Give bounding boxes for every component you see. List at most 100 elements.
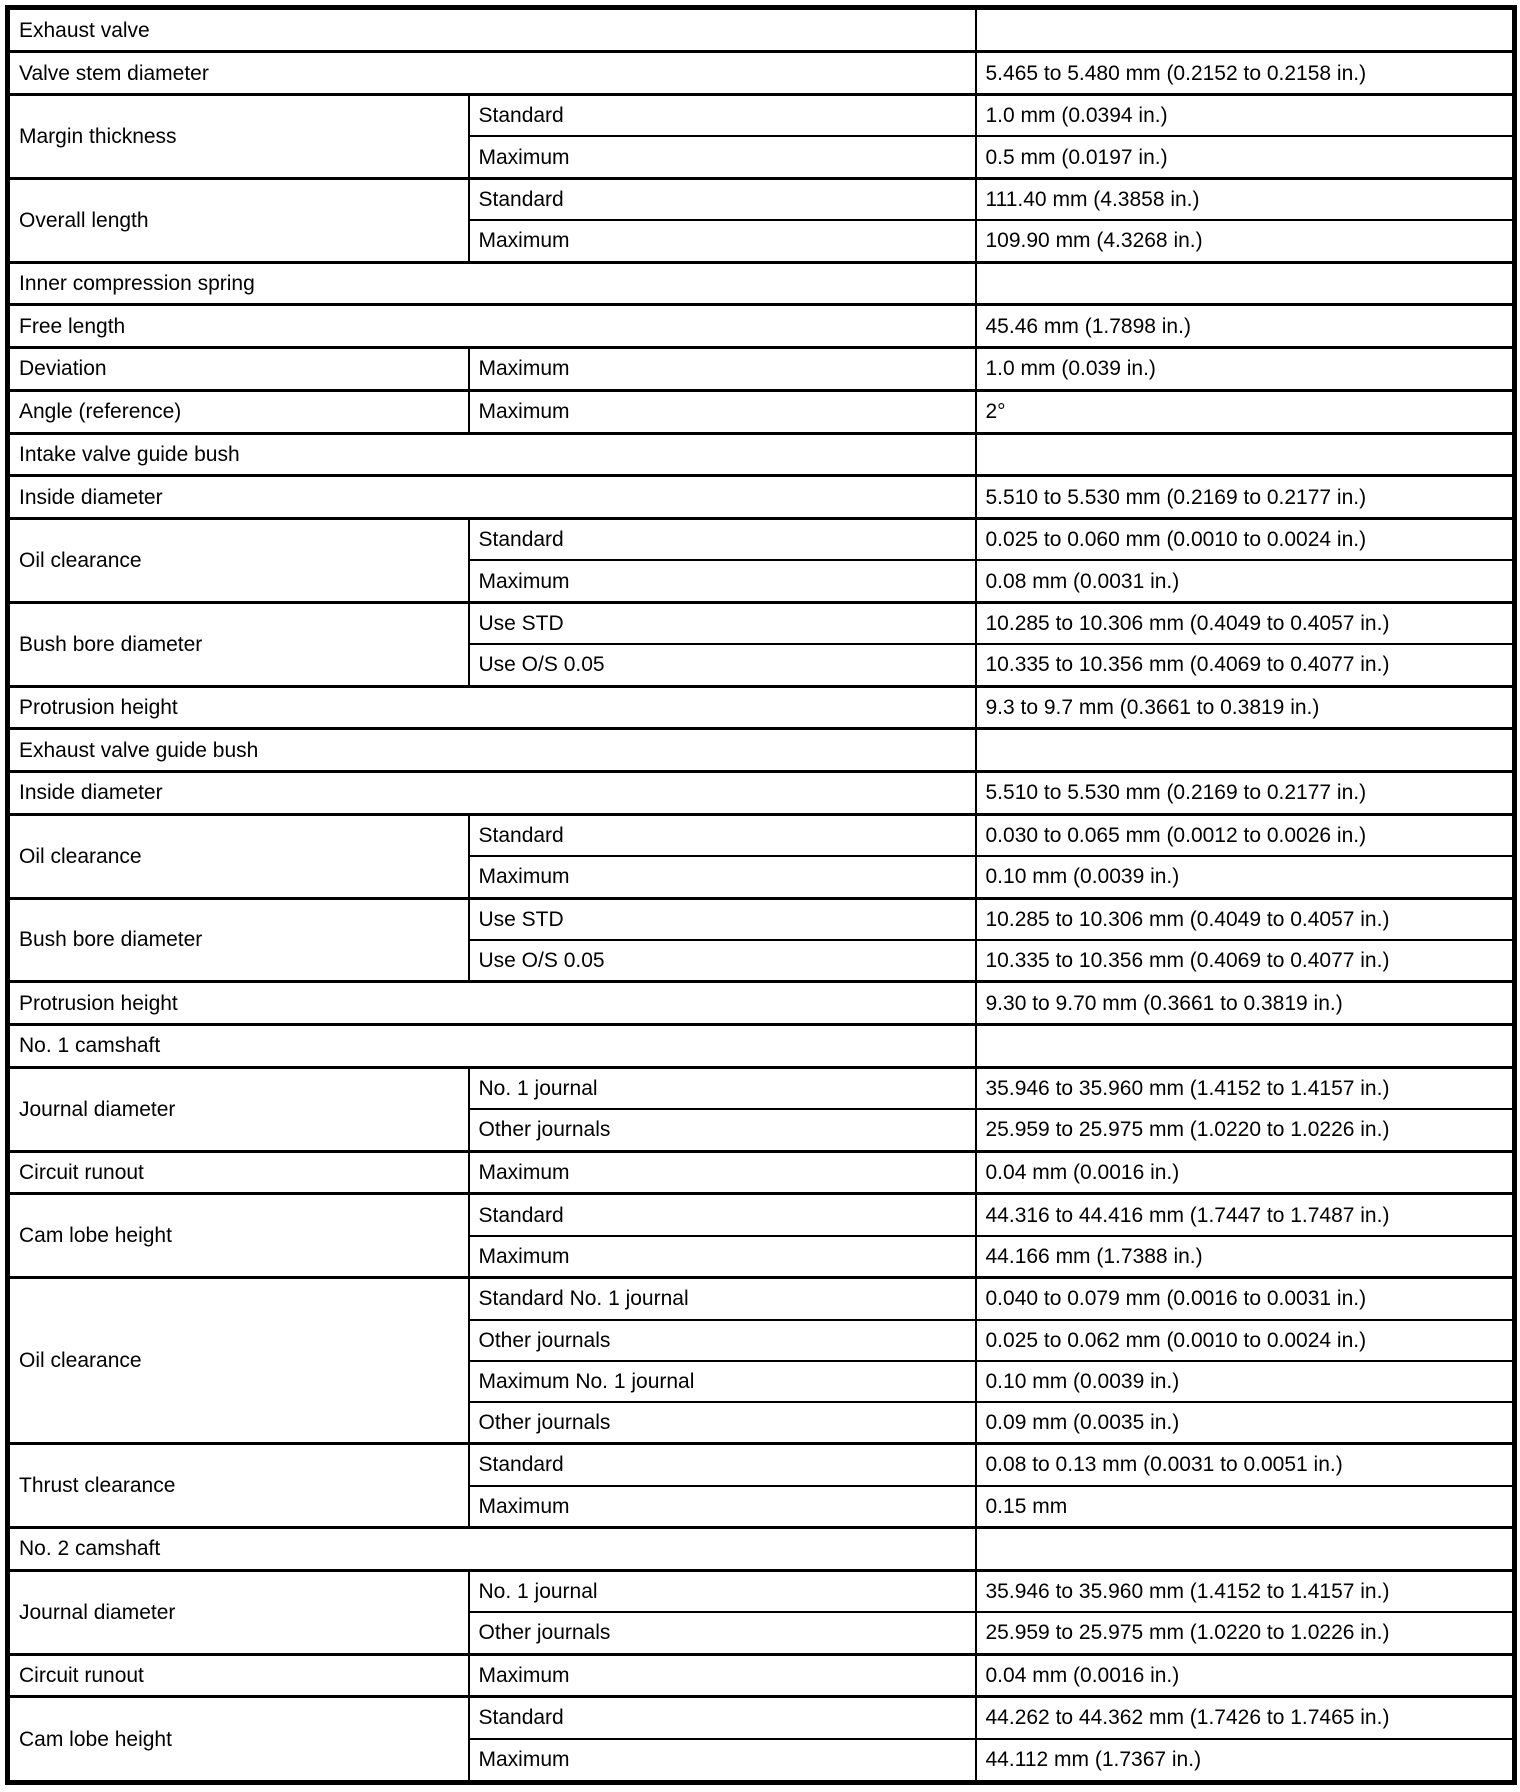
section-header-cell: No. 1 camshaft <box>6 1023 976 1068</box>
value-cell: 5.510 to 5.530 mm (0.2169 to 0.2177 in.) <box>974 474 1515 519</box>
parameter-cell: Journal diameter <box>6 1065 469 1152</box>
parameter-cell: Journal diameter <box>6 1568 469 1655</box>
table-row: Exhaust valve <box>6 5 1515 52</box>
table-row: Circuit runout Maximum 0.04 mm (0.0016 in.… <box>6 1652 1515 1697</box>
section-header-cell: No. 2 camshaft <box>6 1525 976 1571</box>
value-cell: 5.510 to 5.530 mm (0.2169 to 0.2177 in.) <box>974 770 1515 815</box>
table-row: Maximum 0.5 mm (0.0197 in.) <box>8 135 1515 179</box>
value-cell: 35.946 to 35.960 mm (1.4152 to 1.4157 in… <box>974 1568 1515 1613</box>
value-cell: 44.112 mm (1.7367 in.) <box>974 1737 1515 1783</box>
parameter-cell: Angle (reference) <box>6 388 469 434</box>
specifications-table: Exhaust valve Valve stem diameter 5.465 to… <box>5 5 1517 1785</box>
table-row: Valve stem diameter 5.465 to 5.480 mm (0.… <box>6 50 1515 95</box>
condition-cell: Maximum <box>467 135 976 179</box>
table-row: Circuit runout Maximum 0.04 mm (0.0016 in.… <box>6 1149 1515 1194</box>
parameter-cell: Cam lobe height <box>6 1695 469 1783</box>
section-header-cell: Intake valve guide bush <box>6 431 976 476</box>
table-row: Bush bore diameter Use STD 10.285 to 10.30… <box>6 896 1515 982</box>
value-cell: 1.0 mm (0.0394 in.) <box>974 93 1515 137</box>
table-row: Angle (reference) Maximum 2° <box>6 388 1515 434</box>
parameter-cell: Bush bore diameter <box>6 600 469 687</box>
condition-cell: Maximum <box>467 559 976 603</box>
table-row: Inside diameter 5.510 to 5.530 mm (0.2169… <box>6 770 1515 815</box>
value-cell: 44.166 mm (1.7388 in.) <box>974 1234 1515 1278</box>
table-row: No. 2 camshaft <box>6 1525 1515 1571</box>
parameter-cell: Circuit runout <box>6 1149 469 1194</box>
value-cell: 45.46 mm (1.7898 in.) <box>974 303 1515 348</box>
parameter-cell: Overall length <box>6 176 469 263</box>
value-cell: 0.025 to 0.060 mm (0.0010 to 0.0024 in.) <box>974 517 1515 561</box>
parameter-cell: Inside diameter <box>6 474 976 519</box>
empty-cell <box>974 431 1515 476</box>
condition-cell: Maximum No. 1 journal <box>467 1359 976 1402</box>
condition-cell: Other journals <box>467 1108 976 1152</box>
empty-cell <box>974 1525 1515 1571</box>
condition-cell: Use O/S 0.05 <box>467 939 976 982</box>
condition-cell: No. 1 journal <box>467 1568 976 1613</box>
table-row: Protrusion height 9.3 to 9.7 mm (0.3661 t… <box>6 684 1515 729</box>
table-row: Oil clearance Standard 0.030 to 0.065 mm (… <box>6 812 1515 899</box>
value-cell: 111.40 mm (4.3858 in.) <box>974 176 1515 221</box>
table-row: Thrust clearance Standard 0.08 to 0.13 mm … <box>6 1442 1515 1528</box>
parameter-cell: Valve stem diameter <box>6 50 976 95</box>
value-cell: 0.5 mm (0.0197 in.) <box>974 135 1515 179</box>
parameter-cell: Free length <box>6 303 976 348</box>
condition-cell: Standard <box>467 1192 976 1236</box>
parameter-cell: Oil clearance <box>6 1276 469 1444</box>
table-row: Intake valve guide bush <box>6 431 1515 476</box>
table-row: Other journals 0.09 mm (0.0035 in.) <box>8 1400 1515 1444</box>
table-row: Cam lobe height Standard 44.316 to 44.416 … <box>6 1192 1515 1278</box>
condition-cell: Maximum <box>467 855 976 899</box>
parameter-cell: Oil clearance <box>6 517 469 603</box>
condition-cell: Other journals <box>467 1318 976 1361</box>
value-cell: 10.285 to 10.306 mm (0.4049 to 0.4057 in… <box>974 600 1515 645</box>
condition-cell: Standard No. 1 journal <box>467 1276 976 1320</box>
condition-cell: Standard <box>467 93 976 137</box>
condition-cell: Maximum <box>467 1149 976 1194</box>
table-row: Overall length Standard 111.40 mm (4.3858 … <box>6 176 1515 263</box>
table-row: Maximum 44.112 mm (1.7367 in.) <box>8 1737 1515 1783</box>
value-cell: 0.04 mm (0.0016 in.) <box>974 1149 1515 1194</box>
value-cell: 10.285 to 10.306 mm (0.4049 to 0.4057 in… <box>974 896 1515 941</box>
empty-cell <box>974 5 1515 52</box>
condition-cell: Use STD <box>467 896 976 941</box>
condition-cell: Maximum <box>467 1652 976 1697</box>
value-cell: 0.09 mm (0.0035 in.) <box>974 1400 1515 1444</box>
parameter-cell: Protrusion height <box>6 980 976 1025</box>
condition-cell: Use STD <box>467 600 976 645</box>
parameter-cell: Bush bore diameter <box>6 896 469 982</box>
table-row: Inside diameter 5.510 to 5.530 mm (0.2169… <box>6 474 1515 519</box>
table-row: Margin thickness Standard 1.0 mm (0.0394 i… <box>6 93 1515 179</box>
section-header-cell: Exhaust valve <box>6 5 976 52</box>
condition-cell: Maximum <box>467 1234 976 1278</box>
value-cell: 44.262 to 44.362 mm (1.7426 to 1.7465 in… <box>974 1695 1515 1739</box>
parameter-cell: Thrust clearance <box>6 1442 469 1528</box>
table-row: Exhaust valve guide bush <box>6 727 1515 772</box>
parameter-cell: Oil clearance <box>6 812 469 899</box>
table-row: Other journals 0.025 to 0.062 mm (0.0010 … <box>8 1318 1515 1361</box>
condition-cell: Standard <box>467 1442 976 1486</box>
condition-cell: Maximum <box>467 346 976 391</box>
condition-cell: Standard <box>467 176 976 221</box>
value-cell: 2° <box>974 388 1515 434</box>
value-cell: 0.04 mm (0.0016 in.) <box>974 1652 1515 1697</box>
table-row: Other journals 25.959 to 25.975 mm (1.022… <box>8 1108 1515 1152</box>
parameter-cell: Inside diameter <box>6 770 976 815</box>
table-row: Use O/S 0.05 10.335 to 10.356 mm (0.4069 … <box>8 643 1515 687</box>
value-cell: 35.946 to 35.960 mm (1.4152 to 1.4157 in… <box>974 1065 1515 1110</box>
value-cell: 25.959 to 25.975 mm (1.0220 to 1.0226 in… <box>974 1611 1515 1655</box>
value-cell: 0.08 mm (0.0031 in.) <box>974 559 1515 603</box>
table-row: Other journals 25.959 to 25.975 mm (1.022… <box>8 1611 1515 1655</box>
table-row: Maximum 44.166 mm (1.7388 in.) <box>8 1234 1515 1278</box>
condition-cell: Standard <box>467 812 976 857</box>
value-cell: 10.335 to 10.356 mm (0.4069 to 0.4077 in… <box>974 643 1515 687</box>
parameter-cell: Deviation <box>6 346 469 391</box>
table-row: Journal diameter No. 1 journal 35.946 to 3… <box>6 1065 1515 1152</box>
parameter-cell: Margin thickness <box>6 93 469 179</box>
condition-cell: Maximum <box>467 1737 976 1783</box>
value-cell: 0.10 mm (0.0039 in.) <box>974 1359 1515 1402</box>
condition-cell: Other journals <box>467 1611 976 1655</box>
condition-cell: Standard <box>467 1695 976 1739</box>
table-row: Cam lobe height Standard 44.262 to 44.362 … <box>6 1695 1515 1783</box>
